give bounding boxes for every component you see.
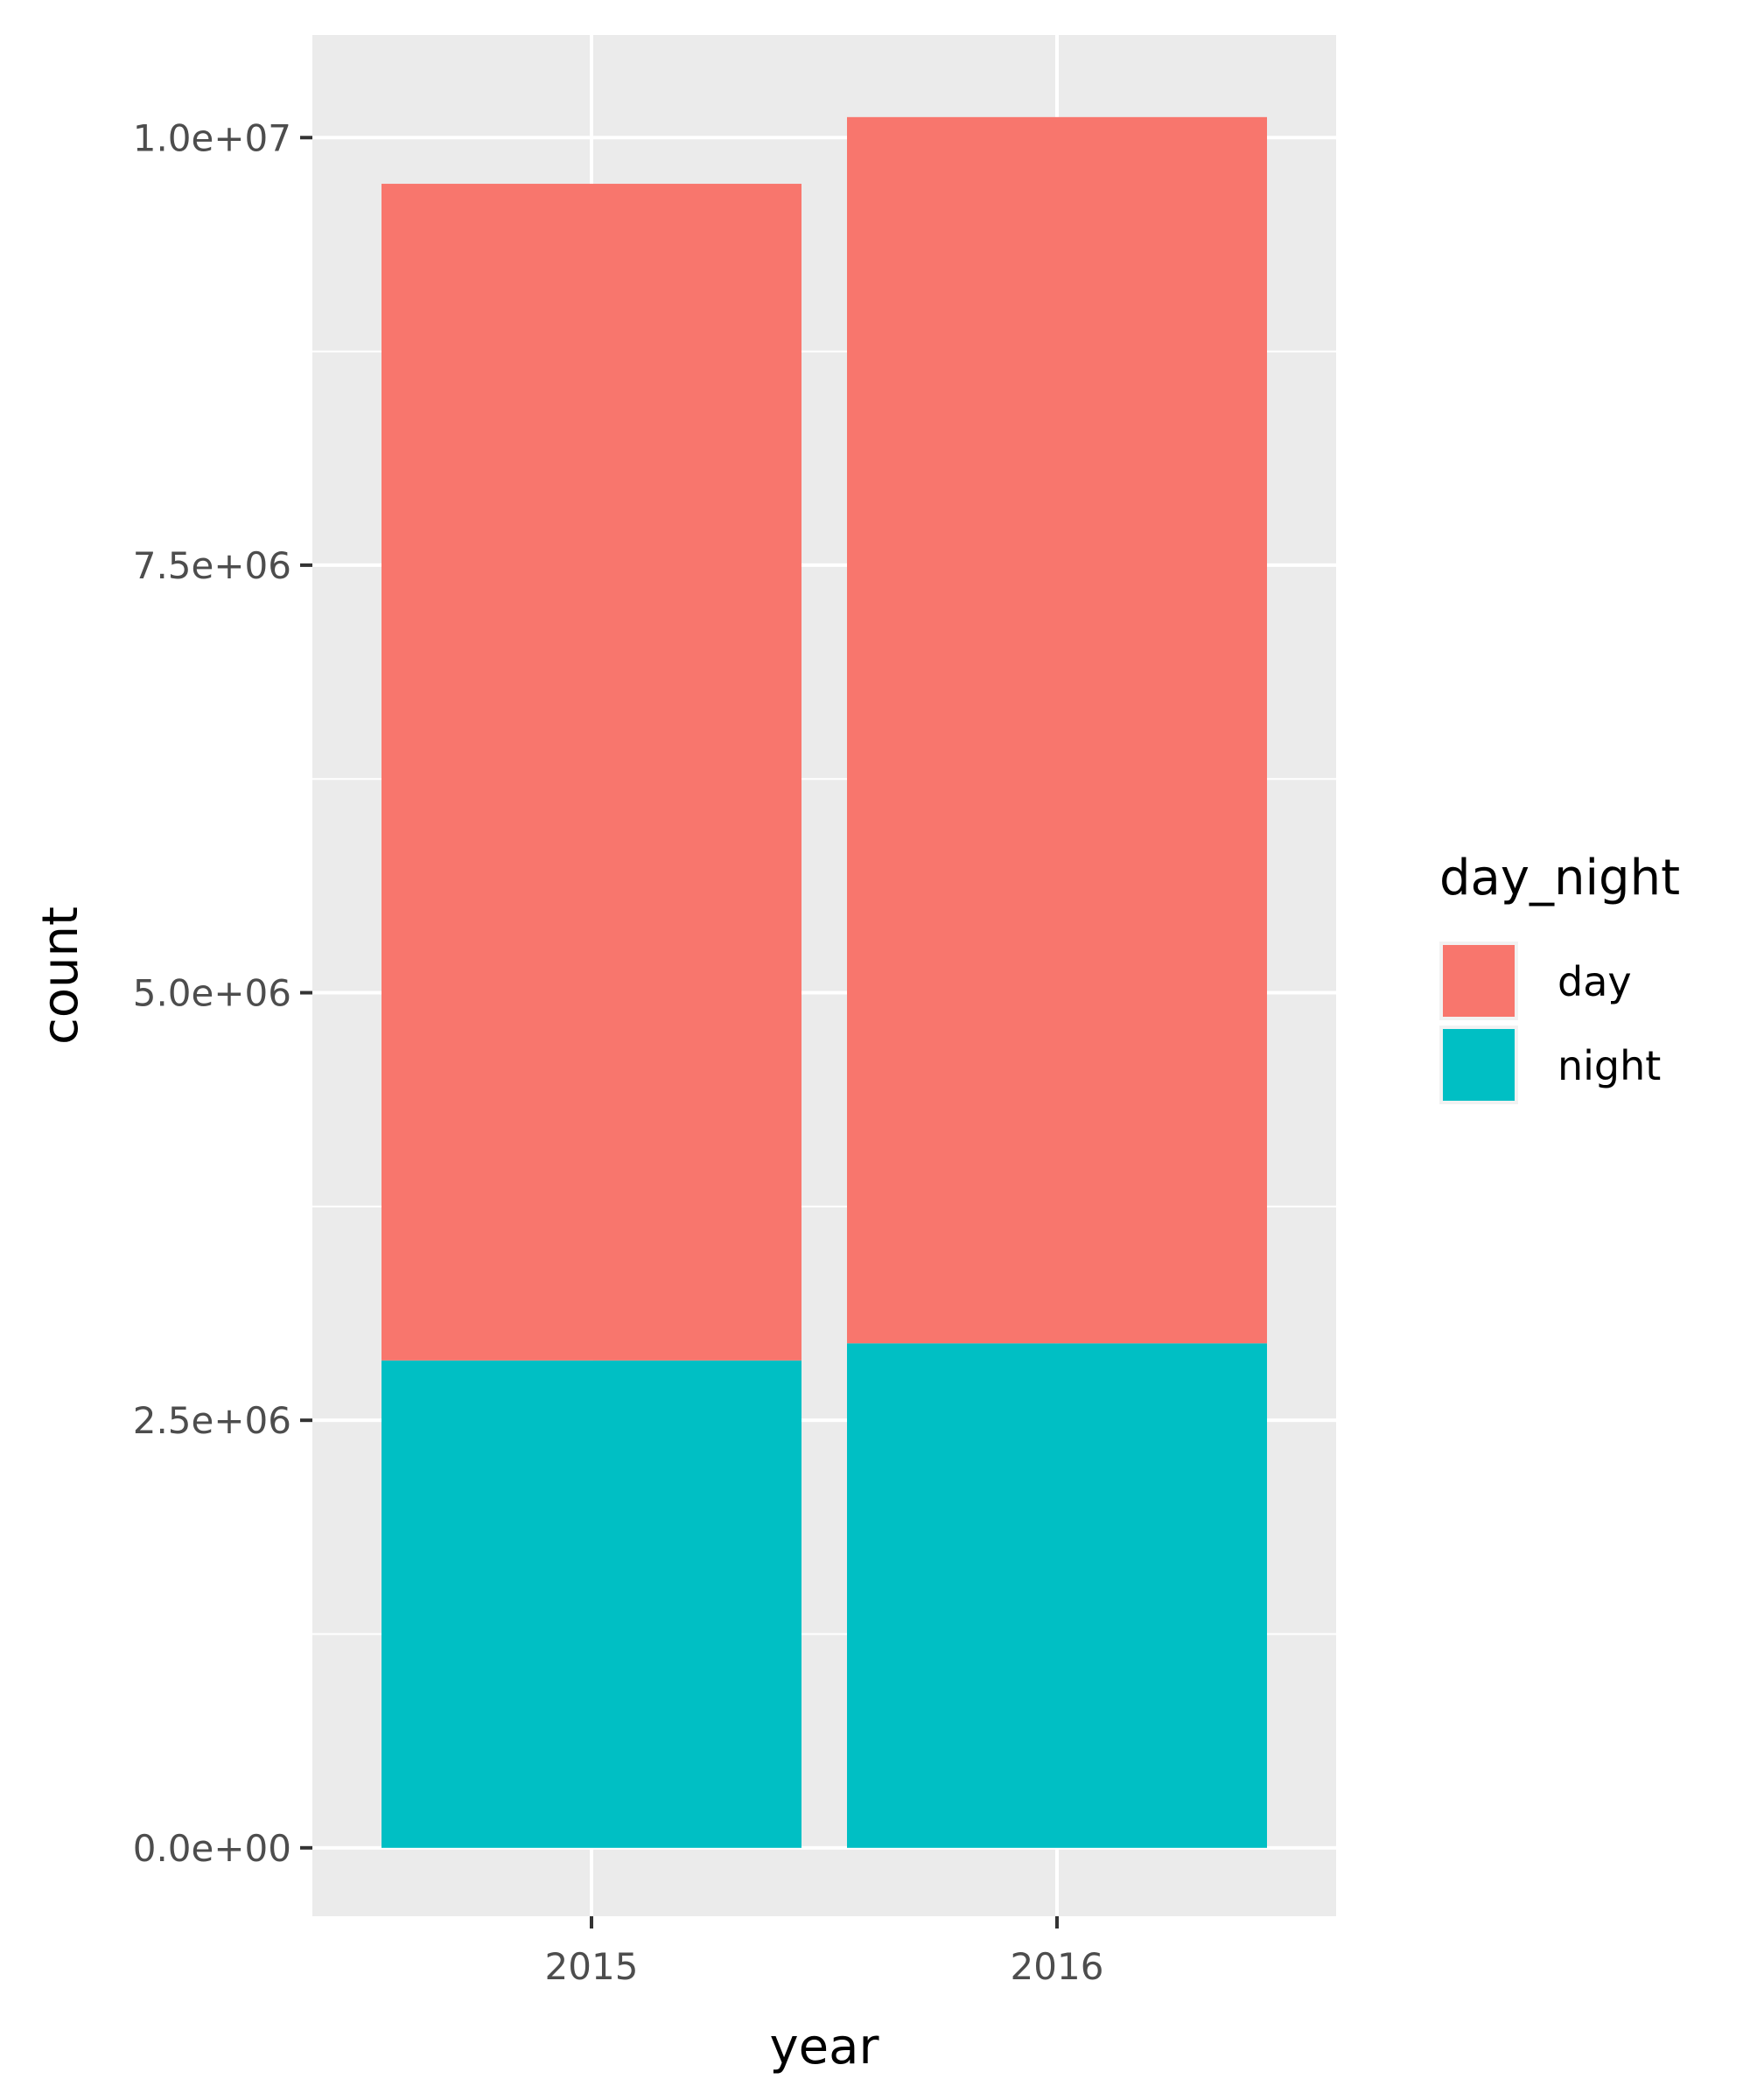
- legend-swatch-night: [1443, 1029, 1515, 1101]
- legend-label-night: night: [1558, 1042, 1661, 1089]
- x-tick-label: 2016: [1011, 1945, 1104, 1988]
- bar-night-2016: [847, 1343, 1267, 1848]
- legend-swatch-day: [1443, 945, 1515, 1017]
- y-tick-label: 0.0e+00: [133, 1827, 291, 1870]
- x-axis: 2015 2016: [545, 1916, 1104, 1988]
- legend-label-day: day: [1558, 958, 1632, 1005]
- y-axis-title: count: [32, 906, 89, 1045]
- bar-day-2015: [382, 184, 802, 1361]
- y-tick-label: 1.0e+07: [133, 116, 291, 159]
- x-tick-label: 2015: [545, 1945, 639, 1988]
- y-tick-label: 2.5e+06: [133, 1399, 291, 1442]
- legend-title: day_night: [1439, 850, 1680, 906]
- y-tick-label: 5.0e+06: [133, 972, 291, 1015]
- y-axis: 0.0e+00 2.5e+06 5.0e+06 7.5e+06 1.0e+07: [133, 116, 312, 1870]
- bar-day-2016: [847, 116, 1267, 1344]
- bars: [382, 116, 1267, 1848]
- bar-night-2015: [382, 1360, 802, 1848]
- x-axis-title: year: [770, 2019, 880, 2076]
- legend: day_night day night: [1439, 850, 1680, 1104]
- y-tick-label: 7.5e+06: [133, 544, 291, 587]
